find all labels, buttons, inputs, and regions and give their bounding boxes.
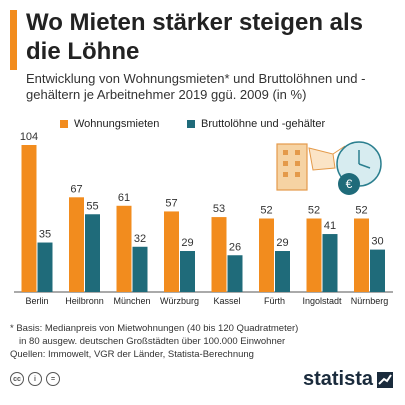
bar-wages (180, 251, 195, 292)
no-derivatives-icon[interactable]: = (46, 372, 60, 386)
data-label-wages: 30 (371, 236, 383, 248)
statista-logo-text: statista (302, 368, 373, 390)
legend-swatch-wages (187, 120, 195, 128)
bar-wages (227, 255, 243, 292)
category-label: Ingolstadt (302, 296, 342, 306)
bar-rent (21, 145, 37, 292)
bar-rent (211, 217, 227, 292)
legend-item-wages: Bruttolöhne und -gehälter (187, 118, 325, 130)
cc-license-icon[interactable]: cc (10, 372, 24, 386)
legend-label-wages: Bruttolöhne und -gehälter (201, 118, 326, 130)
bar-wages (275, 251, 290, 292)
svg-text:€: € (346, 177, 353, 191)
building-icon (276, 143, 308, 191)
bar-rent (354, 218, 369, 292)
legend-swatch-rent (60, 120, 68, 128)
category-label: Berlin (25, 296, 48, 306)
bar-wages (322, 234, 338, 292)
data-label-wages: 26 (229, 241, 241, 253)
data-label-rent: 53 (213, 203, 225, 215)
bar-wages (370, 249, 385, 292)
category-label: Heilbronn (65, 296, 104, 306)
bar-rent (69, 197, 84, 292)
data-label-rent: 57 (165, 197, 177, 209)
bar-rent (164, 211, 179, 292)
data-label-wages: 41 (324, 220, 336, 232)
category-label: Würzburg (160, 296, 199, 306)
legend-item-rent: Wohnungsmieten (60, 118, 159, 130)
category-label: Nürnberg (351, 296, 389, 306)
house-money-clock-illustration: € (276, 141, 382, 195)
price-tag-icon (308, 145, 346, 171)
statista-logo-mark-icon (377, 371, 393, 388)
data-label-rent: 67 (70, 183, 82, 195)
data-label-rent: 52 (308, 205, 320, 217)
chart-subtitle: Entwicklung von Wohnungsmieten* und Brut… (26, 71, 366, 102)
euro-coin-icon: € (338, 173, 360, 195)
statista-logo[interactable]: statista (303, 368, 393, 391)
bar-wages (85, 214, 100, 292)
category-label: Kassel (213, 296, 240, 306)
legend-label-rent: Wohnungsmieten (74, 118, 160, 130)
bar-wages (132, 246, 148, 292)
footnote-sources: Quellen: Immowelt, VGR der Länder, Stati… (10, 349, 254, 360)
data-label-rent: 52 (355, 205, 367, 217)
bar-rent (116, 205, 132, 292)
footnote-line-1: * Basis: Medianpreis von Mietwohnungen (… (10, 323, 299, 334)
bar-rent (259, 218, 274, 292)
category-label: München (113, 296, 150, 306)
bar-wages (37, 242, 53, 292)
title-accent-bar (10, 10, 17, 70)
data-label-wages: 29 (276, 237, 288, 249)
footnote-line-2: in 80 ausgew. deutschen Großstädten über… (19, 336, 286, 347)
data-label-wages: 35 (39, 229, 51, 241)
attribution-icon[interactable]: i (28, 372, 42, 386)
data-label-wages: 29 (181, 237, 193, 249)
data-label-rent: 61 (118, 192, 130, 204)
chart-title: Wo Mieten stärker steigen als die Löhne (26, 9, 364, 65)
data-label-wages: 32 (134, 233, 146, 245)
footnote: * Basis: Medianpreis von Mietwohnungen (… (10, 322, 395, 361)
data-label-rent: 52 (260, 205, 272, 217)
bar-rent (306, 218, 322, 292)
category-label: Fürth (264, 296, 285, 306)
data-label-rent: 104 (20, 131, 38, 143)
license-icons: cc i = (10, 372, 60, 386)
data-label-wages: 55 (86, 200, 98, 212)
